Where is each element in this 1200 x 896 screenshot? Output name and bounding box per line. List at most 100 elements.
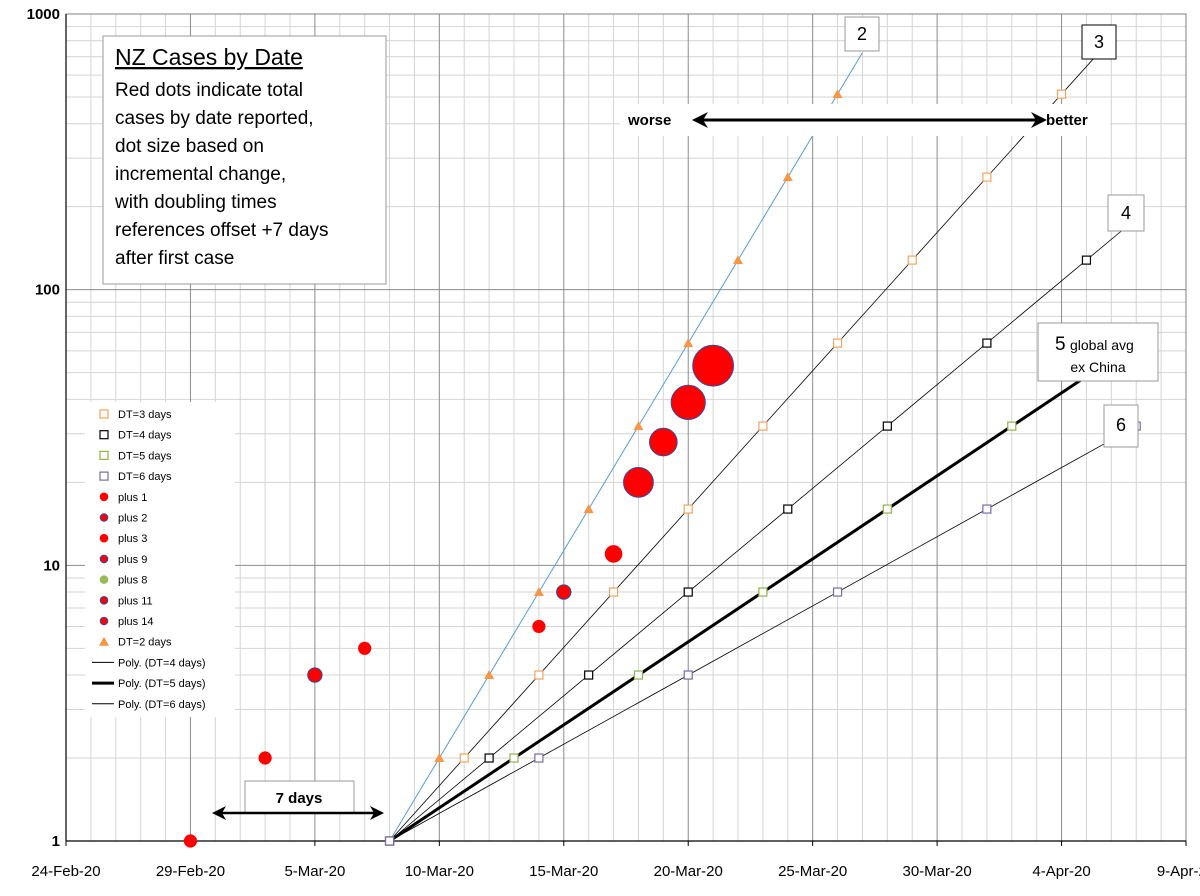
y-tick-label: 1 (52, 833, 60, 850)
x-tick-label: 29-Feb-20 (156, 863, 225, 880)
better-arrowhead (1031, 112, 1047, 128)
dt2-triangle-marker (633, 421, 644, 431)
dt5-number: 5 (1055, 334, 1066, 355)
dt-square-marker (882, 421, 892, 431)
dt4-box (1107, 194, 1145, 232)
dt2-triangle-marker (434, 753, 445, 763)
description-line: references offset +7 days (115, 220, 329, 241)
worse-label: worse (627, 112, 671, 129)
dt2-triangle-marker (733, 255, 743, 265)
description-text: Red dots indicate total cases by date rep… (114, 80, 329, 269)
seven-days-left-arrowhead (212, 806, 226, 820)
seven-days-label: 7 days (276, 790, 323, 807)
x-tick-label: 20-Mar-20 (654, 863, 723, 880)
chart-title: NZ Cases by Date (115, 44, 303, 70)
axes (65, 14, 1187, 846)
dt-square-marker (758, 421, 768, 431)
nz-case-dot (692, 344, 735, 387)
nz-case-dot (532, 619, 546, 634)
minor-gridlines (66, 14, 1186, 841)
dt5-label-box: 5 global avg ex China (1037, 322, 1159, 382)
x-tick-label: 9-Apr-20 (1157, 863, 1200, 880)
dt-square-marker (1081, 255, 1092, 265)
worse-arrowhead (692, 112, 708, 128)
doubling-line (389, 425, 1137, 842)
dt-square-marker (1056, 89, 1067, 99)
description-line: after first case (115, 248, 234, 269)
legend-label: DT=4 days (118, 430, 172, 442)
dt2-triangle-marker (533, 587, 544, 597)
nz-case-dot (258, 751, 272, 765)
dt3-box (1081, 24, 1117, 60)
legend-label: plus 11 (118, 595, 153, 607)
dt2-triangle-marker (683, 338, 694, 348)
dt-square-marker (459, 753, 469, 763)
dt-square-marker (384, 836, 395, 846)
doubling-line (389, 218, 1137, 842)
dt6-label: 6 (1116, 415, 1126, 435)
nz-case-dot (556, 584, 572, 600)
nz-case-dot (604, 545, 623, 563)
legend-dot-marker (99, 616, 109, 626)
nz-case-dot (623, 466, 654, 498)
description-line: dot size based on (115, 136, 264, 157)
dt-square-marker (584, 670, 594, 680)
dt-square-marker (608, 587, 619, 597)
better-label: better (1046, 112, 1088, 129)
doubling-line (389, 52, 863, 842)
dt5-line1: global avg (1070, 337, 1134, 353)
doubling-line (388, 375, 1088, 843)
dt3-label: 3 (1094, 32, 1104, 52)
x-tick-label: 4-Apr-20 (1032, 863, 1090, 880)
dt2-triangle-marker (832, 89, 843, 99)
dt-square-marker (832, 587, 843, 597)
x-tick-label: 30-Mar-20 (903, 863, 972, 880)
dt2-label: 2 (857, 24, 867, 44)
dt5-box (1037, 322, 1159, 382)
dt5-line2: ex China (1070, 359, 1125, 375)
title-box-frame (102, 35, 387, 285)
legend-dot-marker (99, 492, 109, 502)
title-box: NZ Cases by Date Red dots indicate total… (102, 35, 387, 285)
y-tick-labels: 1 10 100 1000 (27, 6, 60, 850)
dt2-label-box: 2 (844, 16, 880, 52)
legend-square-marker (99, 471, 109, 481)
doubling-time-lines (388, 38, 1137, 843)
legend-label: DT=5 days (118, 450, 172, 462)
x-tick-labels: 24-Feb-20 29-Feb-20 5-Mar-20 10-Mar-20 15-Ma… (31, 863, 1200, 880)
legend-square-marker (99, 430, 109, 440)
dt-square-marker (683, 504, 693, 514)
dt-square-marker (832, 338, 843, 348)
legend-label: DT=3 days (118, 409, 172, 421)
dt-square-marker (758, 587, 768, 597)
dt-square-marker (982, 504, 992, 514)
dt-square-marker (484, 753, 494, 763)
legend-label: Poly. (DT=4 days) (118, 657, 206, 669)
legend-label: plus 8 (118, 575, 147, 587)
legend-frame (85, 402, 235, 717)
dt2-triangle-marker (484, 670, 495, 680)
dt2-triangle-marker (782, 172, 793, 182)
legend-label: plus 9 (118, 554, 147, 566)
dt3-label-box: 3 (1081, 24, 1117, 60)
legend-label: Poly. (DT=6 days) (118, 699, 206, 711)
dt4-label: 4 (1121, 203, 1131, 223)
dt-square-marker (882, 504, 892, 514)
dt4-label-box: 4 (1107, 194, 1145, 232)
seven-days-right-arrowhead (370, 806, 384, 820)
dt-square-marker (783, 504, 793, 514)
x-tick-label: 5-Mar-20 (284, 863, 345, 880)
legend-square-marker (99, 409, 109, 419)
legend-label: DT=2 days (118, 637, 172, 649)
x-tick-label: 15-Mar-20 (529, 863, 598, 880)
legend-dot-marker (99, 533, 109, 543)
dt2-triangle-marker (583, 504, 594, 514)
seven-days-box (244, 780, 355, 814)
legend-label: plus 2 (118, 513, 147, 525)
legend-dot-marker (99, 554, 109, 564)
dt-square-marker (633, 670, 644, 680)
nz-case-dot (358, 641, 372, 655)
dt-square-marker (683, 587, 693, 597)
data-markers (183, 89, 1141, 848)
